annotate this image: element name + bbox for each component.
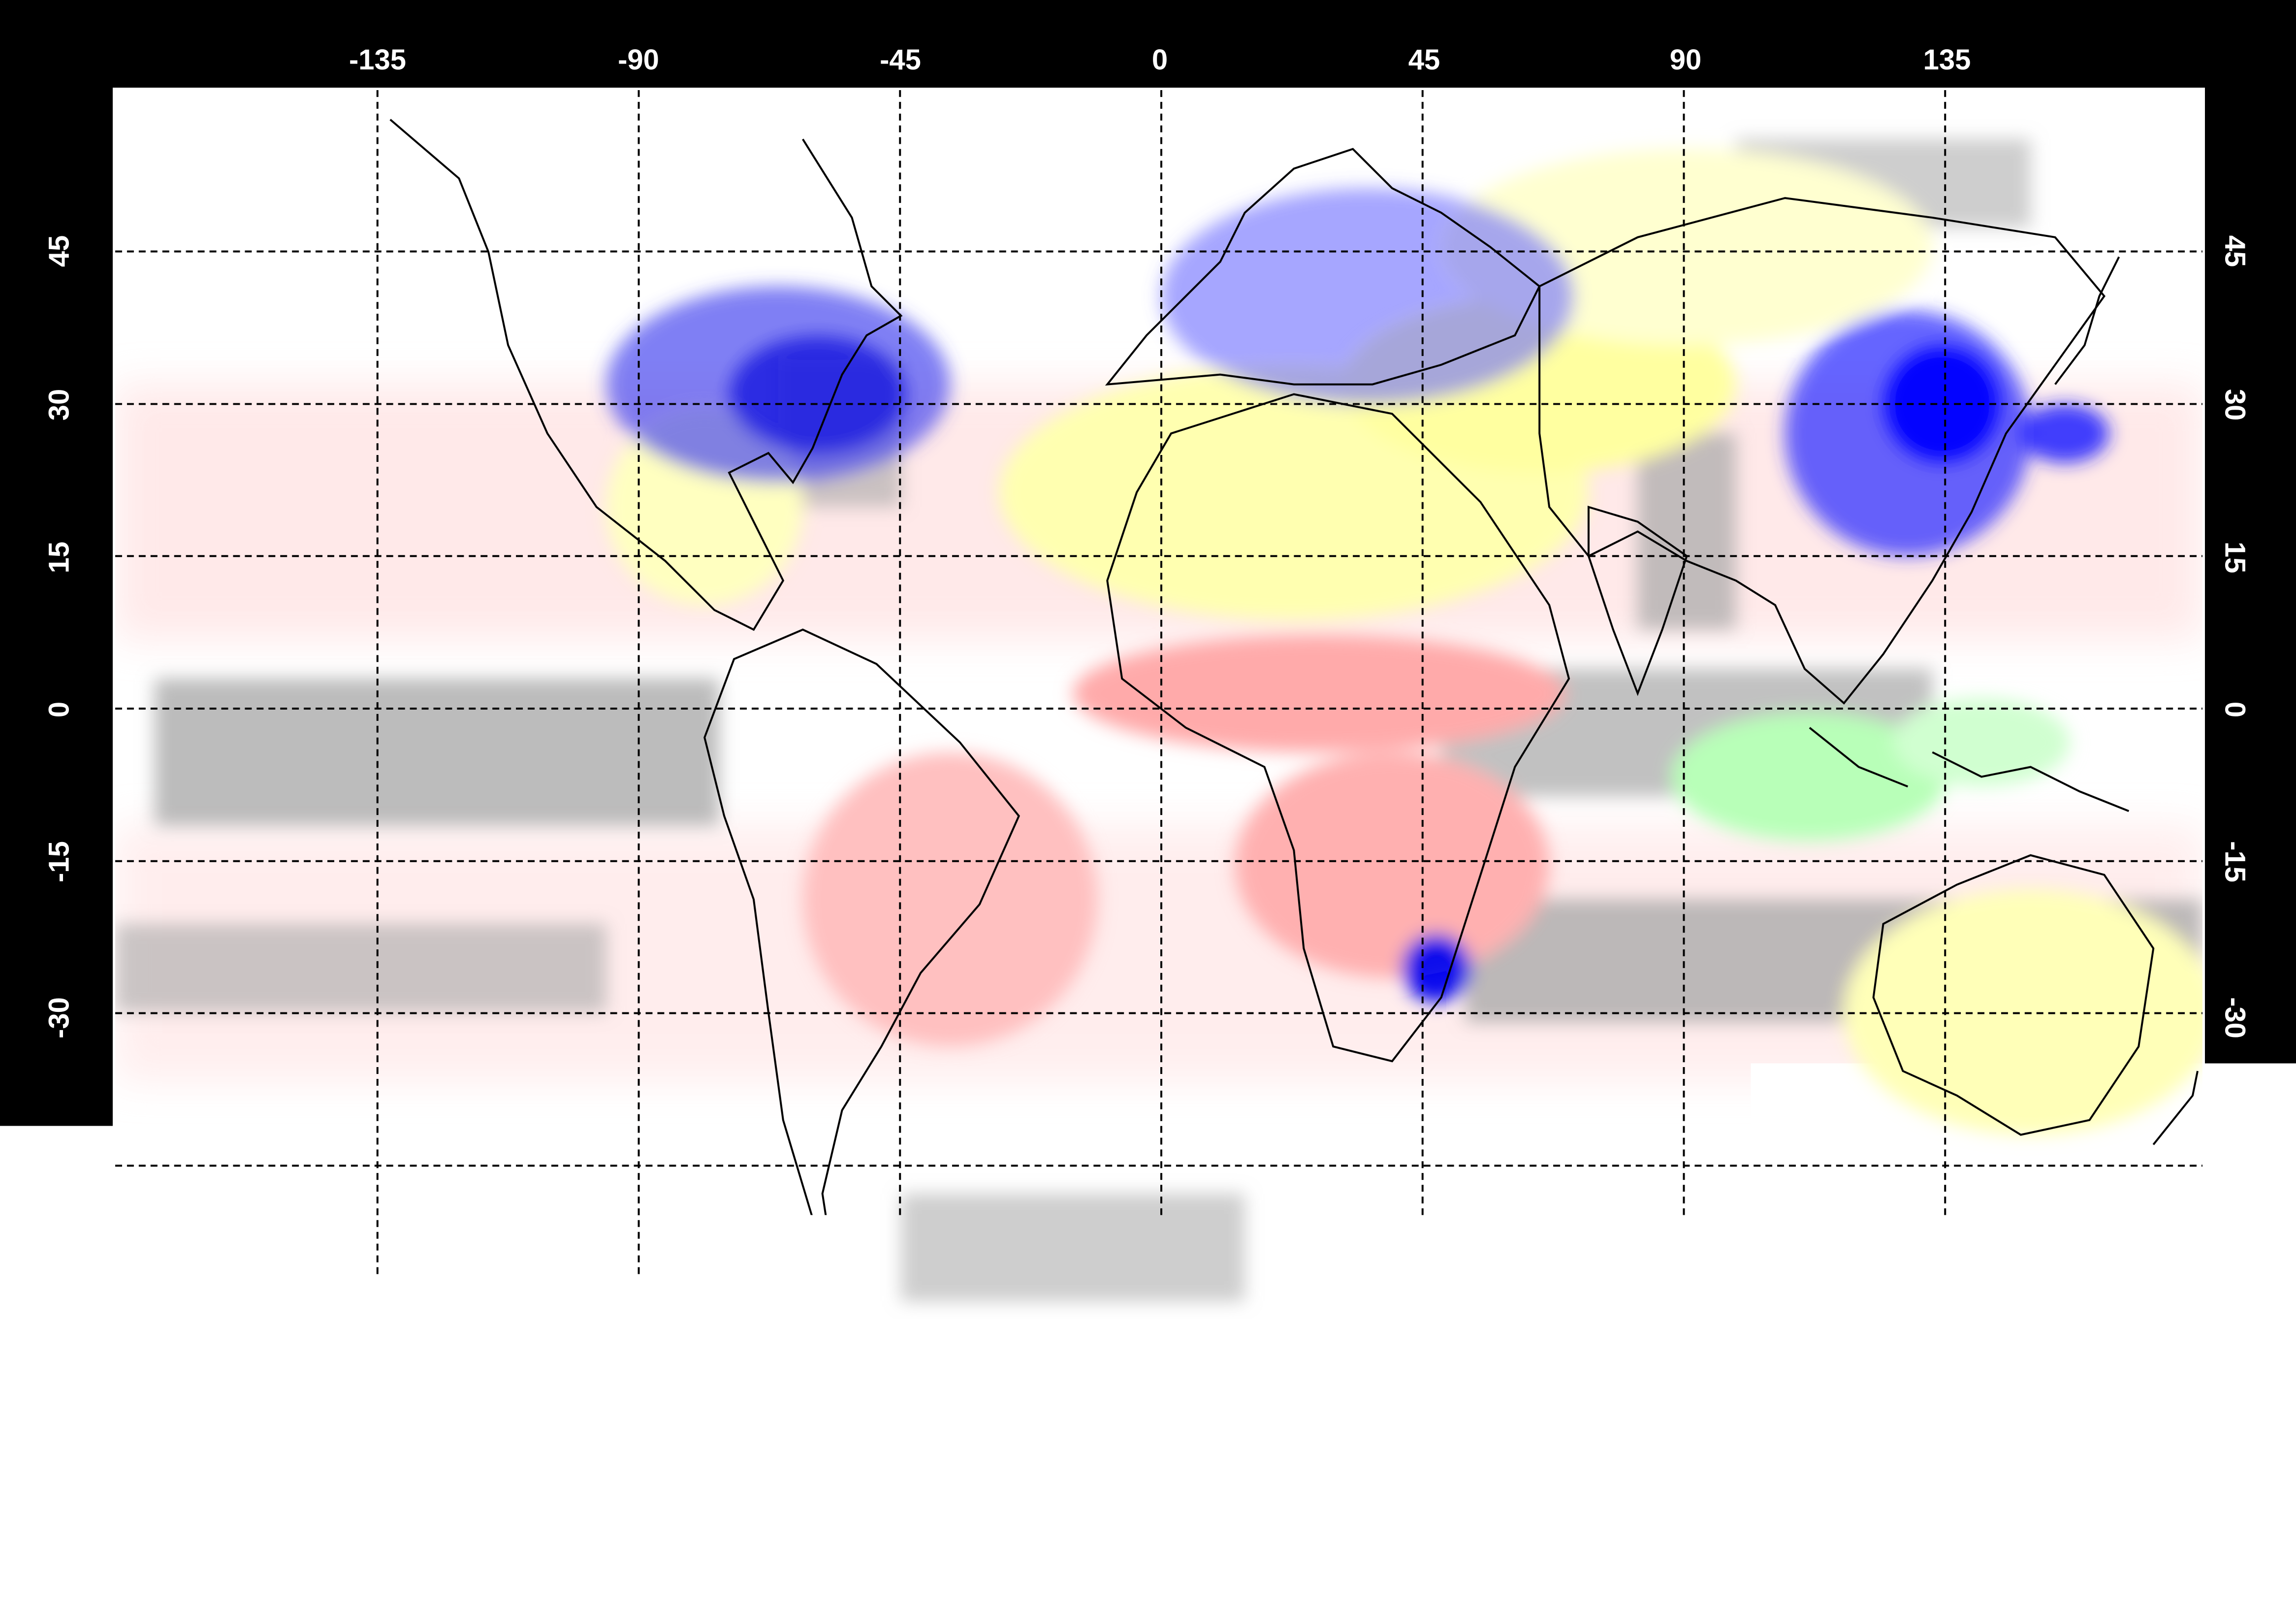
bottom-tick-label: 45 xyxy=(1408,1330,1440,1363)
anthropogenic-japan xyxy=(2021,404,2109,463)
top-tick-label: 0 xyxy=(1152,43,1168,76)
right-lat-tick-label: 0 xyxy=(2219,702,2252,717)
biomass-sahel xyxy=(1073,635,1564,752)
axis-title-prefix: NO xyxy=(889,1376,966,1433)
right-lat-tick-label: -30 xyxy=(2219,997,2252,1039)
top-tick-label: -135 xyxy=(349,43,406,76)
axis-title-suffix: molec cm xyxy=(1110,1376,1360,1433)
legend-label-anthropogenic: Anthropogenic (0-10) xyxy=(40,1541,483,1581)
axis-title-middle: (10 xyxy=(985,1376,1073,1433)
legend-bar-not-identified xyxy=(1885,1472,2240,1522)
biomass-south-africa xyxy=(1235,752,1549,978)
right-lat-tick-label: 45 xyxy=(2219,235,2252,267)
top-tick-label: 45 xyxy=(1408,43,1440,76)
right-lat-tick-label: -15 xyxy=(2219,841,2252,882)
left-lat-tick-label: 15 xyxy=(43,542,76,574)
axis-title-sup2: -2 xyxy=(1360,1374,1390,1412)
axis-title-sub: 2 xyxy=(966,1402,985,1440)
legend-bar-biomass xyxy=(985,1472,1339,1522)
right-lat-tick-label: 30 xyxy=(2219,389,2252,421)
legend-bar-anthropogenic xyxy=(85,1472,439,1522)
map-panel xyxy=(113,88,2205,1322)
top-tick-label: 90 xyxy=(1670,43,1702,76)
legend-bar-soil xyxy=(535,1472,890,1522)
left-lat-tick-label: 45 xyxy=(43,235,76,267)
legend-bar-lightning xyxy=(1435,1472,1790,1522)
axis-title: NO2 (1015 molec cm-2) xyxy=(0,1374,2296,1440)
top-tick-label: -45 xyxy=(880,43,921,76)
bottom-tick-label: 135 xyxy=(1923,1330,1971,1363)
legend-label-not-identified: Not identified xyxy=(1841,1541,2284,1581)
right-lat-tick-label: 15 xyxy=(2219,542,2252,574)
axis-title-sup1: 15 xyxy=(1073,1374,1110,1412)
bottom-tick-label: 90 xyxy=(1670,1330,1702,1363)
legend-label-biomass: Biomass (0-5) xyxy=(941,1541,1384,1581)
left-lat-tick-label: 30 xyxy=(43,389,76,421)
anthropogenic-highveld xyxy=(1402,934,1471,1002)
top-tick-label: 135 xyxy=(1923,43,1971,76)
bottom-tick-label: -135 xyxy=(349,1330,406,1363)
left-lat-tick-label: -45 xyxy=(43,1151,76,1193)
not-identified-south-pacific xyxy=(115,924,606,1012)
bottom-tick-label: -90 xyxy=(618,1330,659,1363)
biomass-south-america xyxy=(803,752,1098,1047)
left-lat-tick-label: -15 xyxy=(43,841,76,882)
left-lat-tick-label: -30 xyxy=(43,997,76,1039)
legend-label-soil: Soil (0-5) xyxy=(491,1541,934,1581)
no2-source-map xyxy=(115,90,2202,1319)
bottom-tick-label: 0 xyxy=(1152,1330,1168,1363)
right-lat-tick-label: -45 xyxy=(2219,1151,2252,1193)
axis-title-close: ) xyxy=(1390,1376,1407,1433)
legend-label-lightning: Lightning (0-0.5) xyxy=(1391,1541,1834,1581)
not-identified-pacific xyxy=(155,679,719,826)
top-tick-label: -90 xyxy=(618,43,659,76)
not-identified-southern xyxy=(901,1194,1244,1301)
anthropogenic-europe xyxy=(1161,188,1574,404)
bottom-tick-label: -45 xyxy=(880,1330,921,1363)
left-lat-tick-label: 0 xyxy=(43,702,76,717)
